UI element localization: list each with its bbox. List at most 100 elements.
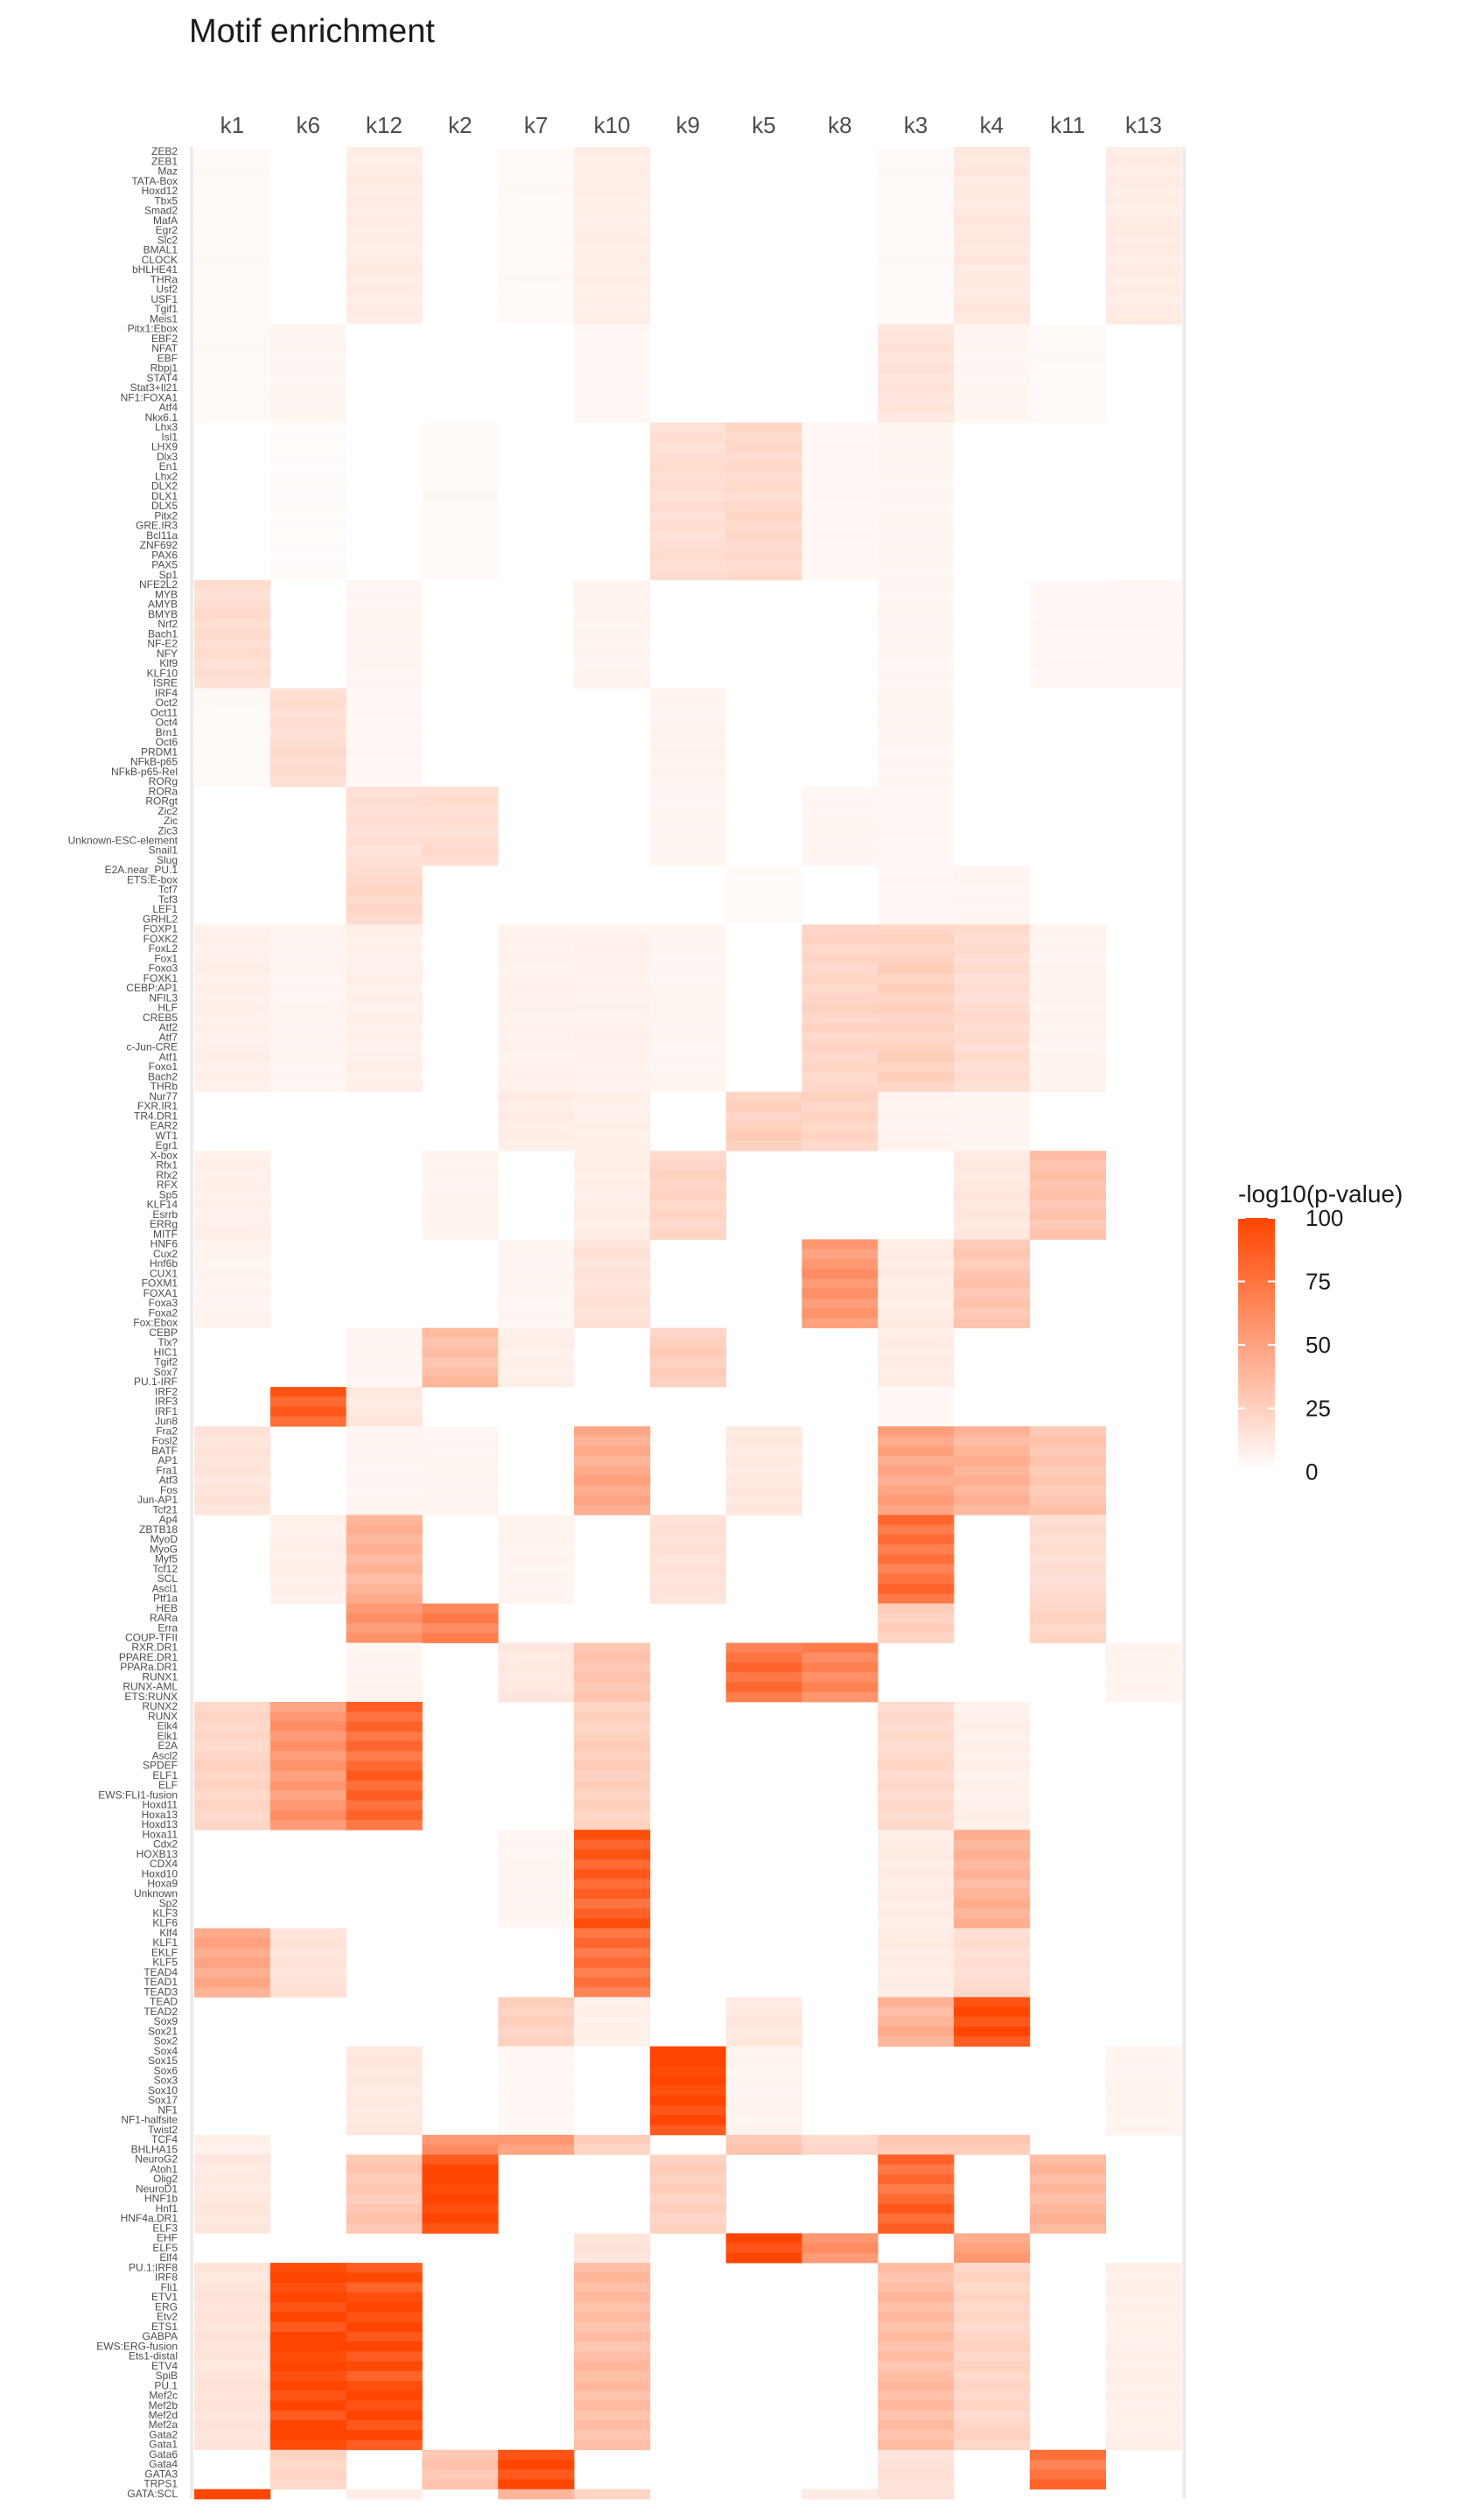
heatmap-cell <box>574 245 651 256</box>
heatmap-cell <box>498 1524 575 1536</box>
heatmap-cell <box>498 2066 575 2076</box>
heatmap-cell <box>954 1140 1031 1152</box>
heatmap-cell <box>270 1387 346 1397</box>
heatmap-cell <box>270 530 346 542</box>
heatmap-cells <box>190 147 1186 2500</box>
heatmap-cell <box>346 1790 423 1801</box>
heatmap-cell <box>270 540 346 551</box>
heatmap-cell <box>574 1712 651 1722</box>
heatmap-cell <box>574 1308 651 1319</box>
heatmap-cell <box>878 461 955 472</box>
heatmap-cell <box>649 2115 726 2126</box>
heatmap-cell <box>346 284 423 296</box>
heatmap-cell <box>422 1229 499 1240</box>
row-label: USF1 <box>150 293 178 305</box>
heatmap-cell <box>574 157 651 167</box>
heatmap-cell <box>194 245 271 256</box>
heatmap-cell <box>270 2361 346 2372</box>
heatmap-cell <box>194 412 271 424</box>
heatmap-cell <box>1029 1466 1106 1476</box>
heatmap-cell <box>194 2213 271 2224</box>
heatmap-cell <box>725 2115 802 2126</box>
heatmap-cell <box>194 599 271 611</box>
heatmap-cell <box>346 1564 423 1575</box>
heatmap-cell <box>194 757 271 767</box>
heatmap-cell <box>574 1042 651 1054</box>
legend-tick-label: 25 <box>1306 1396 1331 1422</box>
row-label: BMYB <box>148 608 178 620</box>
heatmap-cell <box>878 1406 955 1418</box>
heatmap-cell <box>649 855 726 866</box>
row-label: Tcf7 <box>158 884 178 896</box>
heatmap-cell <box>194 304 271 315</box>
heatmap-cell <box>802 1278 878 1290</box>
heatmap-cell <box>194 579 271 591</box>
heatmap-cell <box>194 402 271 414</box>
heatmap-cell <box>954 1898 1031 1909</box>
heatmap-cell <box>878 787 955 797</box>
heatmap-cell <box>270 2263 346 2273</box>
heatmap-cell <box>878 1091 955 1102</box>
heatmap-cell <box>270 1534 346 1545</box>
heatmap-cell <box>498 1318 575 1329</box>
heatmap-cell <box>422 806 499 817</box>
heatmap-cell <box>574 1494 651 1506</box>
heatmap-cell <box>802 1662 878 1673</box>
heatmap-cell <box>422 826 499 836</box>
heatmap-cell <box>574 954 651 964</box>
heatmap-cell <box>498 2095 575 2106</box>
heatmap-cell <box>574 1426 651 1437</box>
heatmap-cell <box>270 1712 346 1722</box>
heatmap-cell <box>498 1082 575 1093</box>
heatmap-cell <box>498 973 575 984</box>
heatmap-cell <box>346 215 423 227</box>
heatmap-cell <box>954 2145 1031 2155</box>
heatmap-cell <box>194 1780 271 1791</box>
heatmap-cell <box>346 1446 423 1457</box>
heatmap-cell <box>954 2381 1031 2391</box>
heatmap-cell <box>346 186 423 197</box>
heatmap-cell <box>1105 157 1182 167</box>
heatmap-cell <box>270 1022 346 1033</box>
heatmap-cell <box>649 1160 726 1172</box>
heatmap-cell <box>498 1308 575 1319</box>
heatmap-cell <box>1105 2342 1182 2352</box>
heatmap-cell <box>725 1672 802 1683</box>
heatmap-cell <box>270 481 346 493</box>
row-label: Etv2 <box>157 2311 178 2323</box>
heatmap-cell <box>878 1928 955 1939</box>
heatmap-cell <box>574 1180 651 1191</box>
heatmap-cell <box>1029 1072 1106 1082</box>
heatmap-cell <box>270 2479 346 2490</box>
heatmap-cell <box>954 1740 1031 1752</box>
heatmap-cell <box>1105 2272 1182 2283</box>
heatmap-cell <box>574 2390 651 2401</box>
heatmap-cell <box>802 521 878 532</box>
row-label: CEBP <box>149 1326 178 1339</box>
heatmap-cell <box>649 461 726 472</box>
heatmap-cell <box>498 1573 575 1585</box>
row-label: Slug <box>157 854 178 866</box>
heatmap-cell <box>346 2331 423 2342</box>
heatmap-cell <box>574 629 651 640</box>
heatmap-cell <box>725 1101 802 1112</box>
heatmap-cell <box>1105 264 1182 276</box>
heatmap-cell <box>194 2321 271 2333</box>
heatmap-cell <box>574 2026 651 2037</box>
heatmap-cell <box>954 186 1031 197</box>
heatmap-cell <box>270 727 346 738</box>
heatmap-cell <box>802 1672 878 1683</box>
heatmap-cell <box>346 1505 423 1516</box>
heatmap-cell <box>1029 363 1106 374</box>
heatmap-cell <box>498 1091 575 1102</box>
heatmap-cell <box>878 1101 955 1112</box>
heatmap-cell <box>725 1505 802 1516</box>
heatmap-cell <box>422 1623 499 1634</box>
row-label: ERG <box>155 2300 178 2313</box>
heatmap-cell <box>194 639 271 649</box>
heatmap-cell <box>270 1967 346 1978</box>
heatmap-cell <box>878 747 955 758</box>
legend-tick-label: 0 <box>1306 1459 1318 1485</box>
heatmap-cell <box>802 1111 878 1122</box>
heatmap-cell <box>649 1052 726 1063</box>
